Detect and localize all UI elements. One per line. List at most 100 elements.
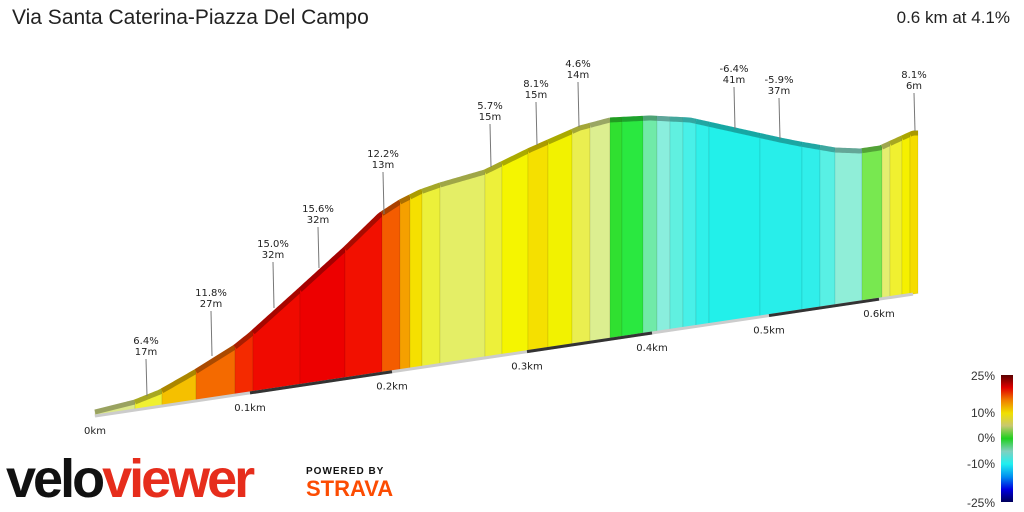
profile-segment: [909, 130, 919, 296]
profile-top-edge: [880, 141, 892, 150]
profile-segment: [547, 128, 573, 350]
profile-segment: [484, 160, 503, 359]
profile-top-edge: [759, 133, 803, 147]
profile-top-edge: [621, 115, 644, 122]
annotation-length: 14m: [567, 70, 589, 81]
profile-top-edge: [888, 135, 904, 146]
profile-top-edge: [589, 117, 611, 128]
profile-top-edge-shade: [708, 121, 761, 138]
profile-top-edge-shade: [682, 117, 697, 124]
profile-top-edge: [160, 369, 198, 394]
profile-segment: [801, 141, 821, 312]
annotation-leader: [489, 123, 492, 168]
annotation-leader: [382, 171, 385, 215]
profile-top-edge-shade: [380, 199, 402, 216]
legend-label: 10%: [971, 406, 995, 420]
distance-band: [249, 370, 393, 395]
profile-top-edge: [682, 117, 697, 124]
profile-segment: [834, 147, 863, 307]
profile-segment: [695, 118, 710, 328]
x-tick-label: 0.3km: [511, 362, 542, 373]
profile-top-edge-shade: [483, 161, 504, 175]
annotation-length: 13m: [372, 160, 394, 171]
profile-top-edge-shade: [94, 399, 136, 415]
profile-top-edge: [609, 116, 623, 123]
profile-top-edge-shade: [621, 115, 644, 122]
profile-top-edge: [94, 399, 136, 415]
gradient-annotation: 5.7%15m: [477, 101, 503, 168]
x-tick-label: 0.1km: [234, 403, 265, 414]
profile-top-edge-shade: [908, 130, 918, 137]
profile-top-edge: [801, 141, 821, 150]
annotation-leader: [210, 310, 213, 357]
profile-top-edge-shade: [439, 169, 486, 188]
profile-segment: [421, 182, 441, 368]
profile-top-edge: [500, 148, 530, 166]
profile-top-edge-shade: [900, 132, 912, 141]
powered-by-text: POWERED BY: [306, 466, 385, 477]
x-tick-label: 0.2km: [376, 382, 407, 393]
profile-top-edge: [251, 288, 302, 335]
profile-top-edge-shade: [861, 144, 884, 154]
climb-summary: 0.6 km at 4.1%: [896, 8, 1010, 27]
profile-top-edge: [398, 194, 412, 205]
profile-segment: [621, 115, 644, 339]
profile-top-edge-shade: [251, 288, 302, 335]
annotation-gradient: 15.0%: [257, 239, 289, 250]
profile-top-edge-shade: [408, 188, 423, 200]
x-tick-label: 0.4km: [636, 343, 667, 354]
annotation-gradient: 8.1%: [523, 79, 548, 90]
profile-top-edge-shade: [880, 141, 892, 150]
annotation-length: 27m: [200, 299, 222, 310]
legend-label: 0%: [978, 431, 996, 445]
profile-top-edge-shade: [343, 211, 384, 251]
profile-top-edge-shade: [834, 147, 863, 154]
profile-top-edge: [570, 122, 591, 134]
annotation-gradient: 6.4%: [133, 336, 158, 347]
legend-colorbar: [1001, 375, 1013, 502]
profile-top-edge: [343, 211, 384, 251]
profile-segment: [381, 199, 401, 374]
annotation-gradient: 12.2%: [367, 149, 399, 160]
profile-top-edge-shade: [546, 129, 574, 145]
profile-segment: [861, 144, 883, 303]
profile-top-edge: [908, 130, 918, 137]
gradient-annotation: 15.0%32m: [257, 239, 289, 309]
gradient-annotation: 8.1%15m: [523, 79, 549, 146]
strava-logo: POWERED BY STRAVA: [306, 466, 393, 501]
x-tick-label: 0km: [84, 426, 106, 437]
annotation-length: 6m: [906, 81, 922, 92]
distance-band: [526, 331, 653, 354]
profile-segment: [344, 210, 383, 380]
profile-top-edge: [708, 121, 761, 138]
profile-top-edge: [194, 344, 237, 374]
annotation-length: 37m: [768, 86, 790, 97]
profile-segment: [819, 144, 836, 309]
profile-segment: [708, 121, 761, 326]
profile-top-edge-shade: [609, 116, 623, 123]
profile-top-edge: [861, 144, 884, 154]
profile-top-edge: [421, 182, 441, 194]
annotation-gradient: 5.7%: [477, 101, 502, 112]
profile-segment: [409, 188, 423, 370]
profile-segment: [901, 131, 911, 297]
profile-top-edge: [483, 161, 504, 175]
annotation-gradient: 4.6%: [565, 59, 590, 70]
profile-top-edge: [380, 199, 402, 216]
annotation-leader: [272, 261, 275, 309]
distance-band: [768, 297, 880, 318]
gradient-annotation: -5.9%37m: [764, 75, 794, 140]
annotation-gradient: 8.1%: [901, 70, 926, 81]
profile-top-edge-shade: [888, 135, 904, 146]
profile-top-edge-shade: [526, 139, 550, 154]
profile-segment: [527, 139, 549, 353]
profile-top-edge: [669, 116, 684, 123]
profile-top-edge: [656, 115, 671, 122]
profile-segment: [759, 132, 803, 318]
gradient-annotation: 8.1%6m: [901, 70, 927, 132]
legend-label: 25%: [971, 369, 995, 383]
annotation-leader: [733, 86, 736, 130]
gradient-annotation: -6.4%41m: [719, 64, 749, 130]
annotation-length: 41m: [723, 75, 745, 86]
profile-segment: [642, 115, 658, 335]
